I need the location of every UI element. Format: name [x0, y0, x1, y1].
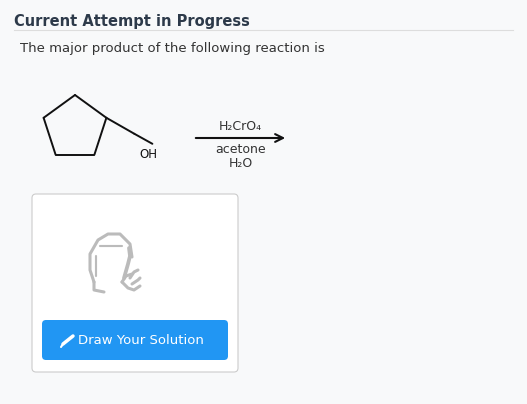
Text: The major product of the following reaction is: The major product of the following react…	[20, 42, 325, 55]
Text: OH: OH	[139, 148, 158, 161]
FancyBboxPatch shape	[42, 320, 228, 360]
Text: Current Attempt in Progress: Current Attempt in Progress	[14, 14, 250, 29]
Text: H₂O: H₂O	[228, 157, 252, 170]
Text: Draw Your Solution: Draw Your Solution	[78, 333, 204, 347]
FancyBboxPatch shape	[32, 194, 238, 372]
Text: H₂CrO₄: H₂CrO₄	[219, 120, 262, 133]
Text: acetone: acetone	[215, 143, 266, 156]
